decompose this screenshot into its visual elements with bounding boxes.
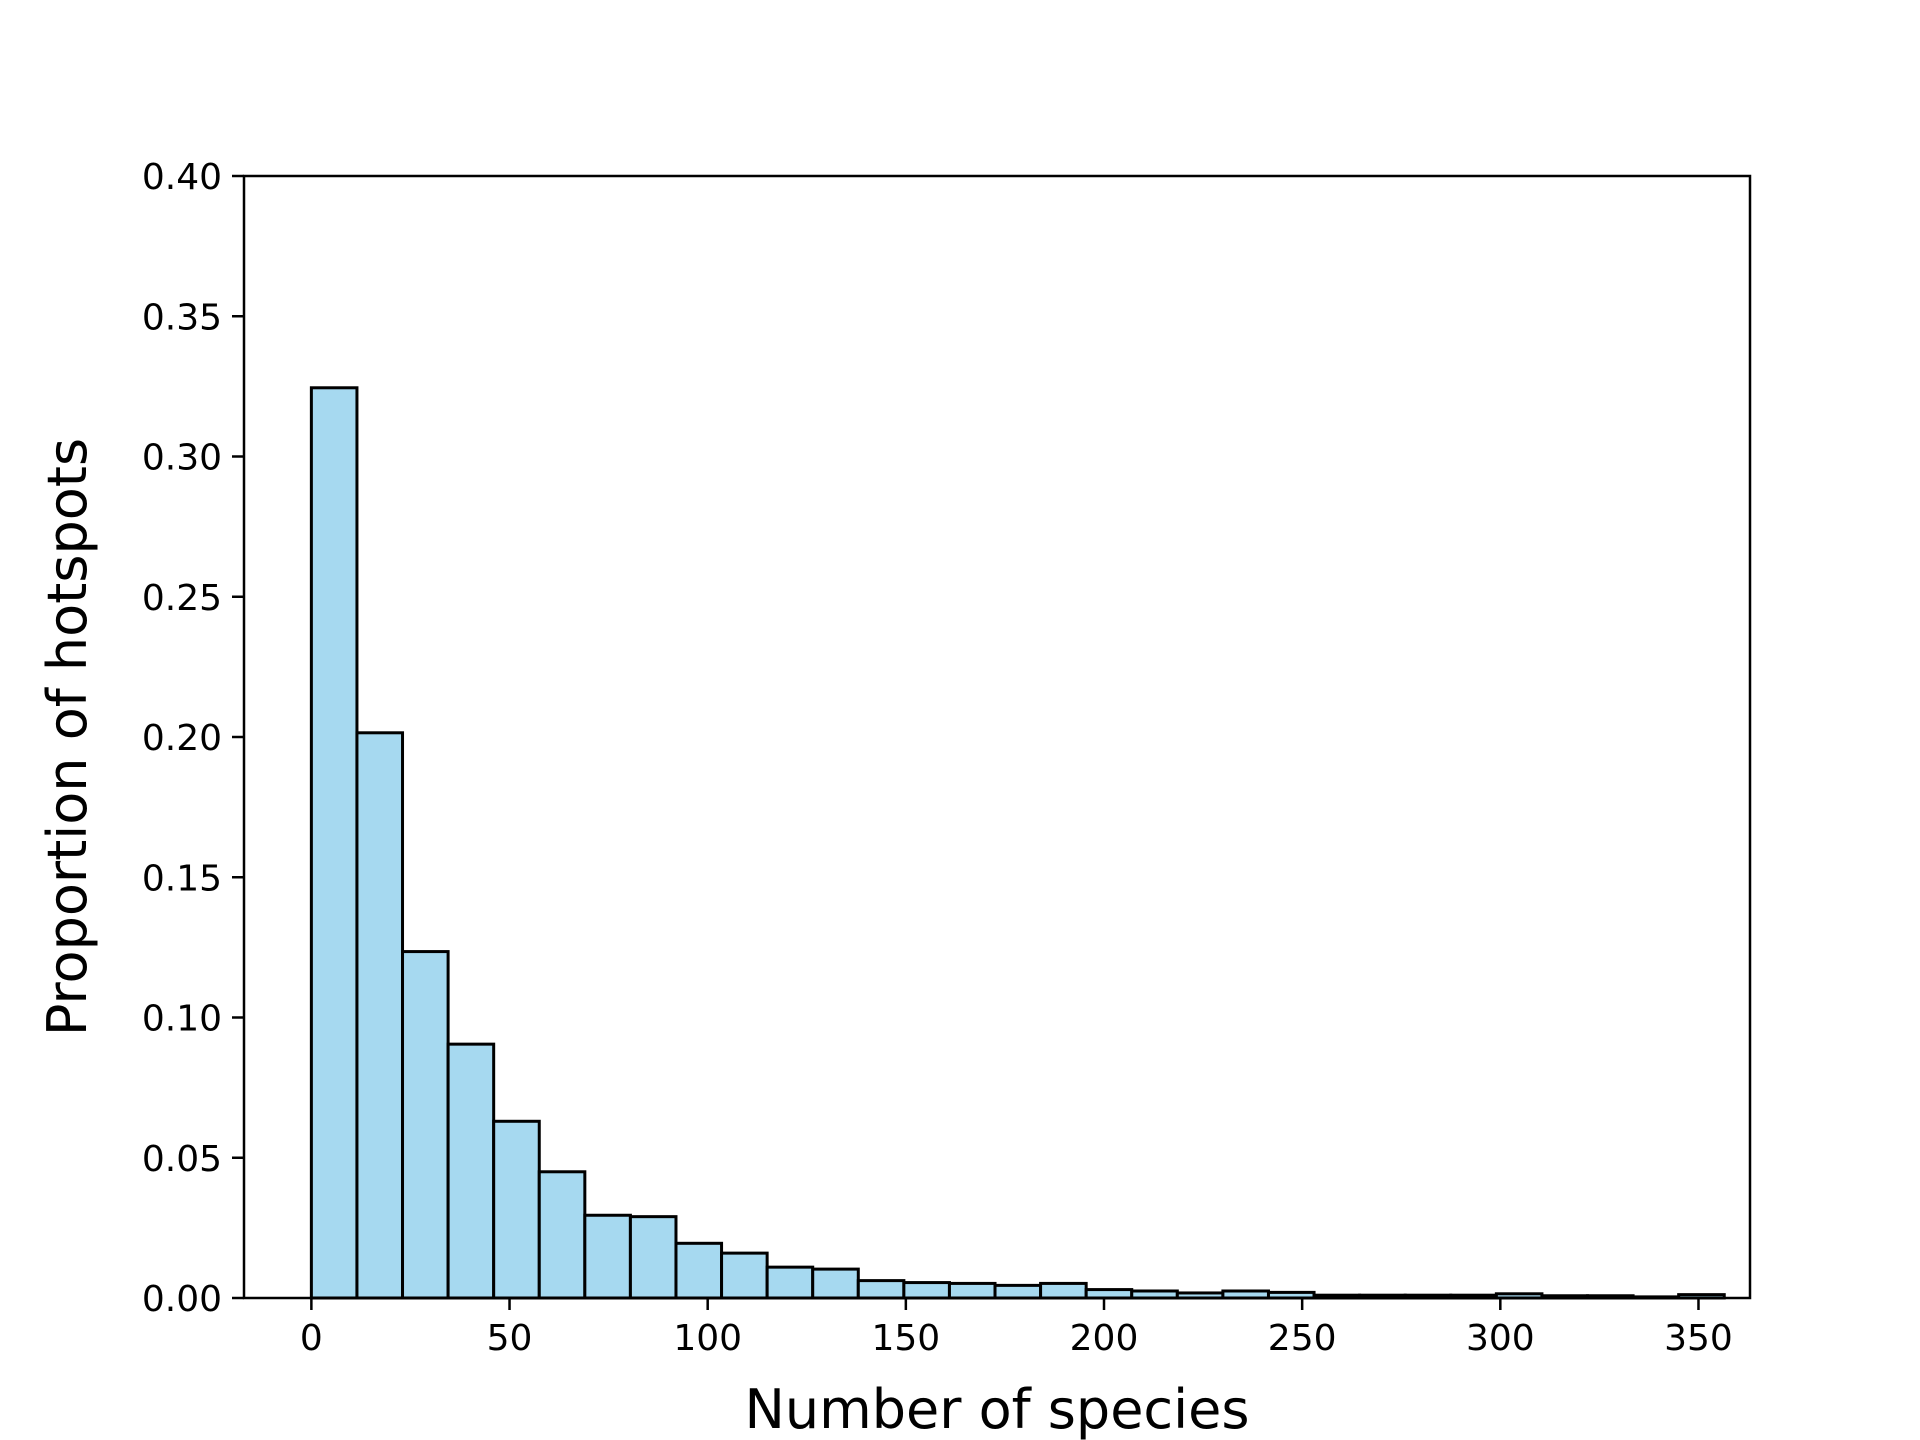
- histogram-bar: [765, 1265, 815, 1300]
- y-axis: 0.00 0.05 0.10 0.15 0.20 0.25 0.30 0.35 0.40: [142, 157, 244, 1320]
- x-tick-label: 350: [1664, 1318, 1733, 1359]
- histogram-bar: [811, 1267, 860, 1300]
- x-tick-label: 150: [871, 1318, 940, 1359]
- histogram-bar: [537, 1170, 587, 1300]
- x-axis: 0 50 100 150 200 250 300 350: [300, 1298, 1733, 1359]
- y-axis-title: Proportion of hotspots: [36, 438, 99, 1036]
- y-tick-label: 0.40: [142, 157, 222, 198]
- histogram-bar: [446, 1042, 496, 1300]
- y-tick-label: 0.35: [142, 297, 222, 338]
- x-tick-label: 0: [300, 1318, 323, 1359]
- histogram-bar: [1039, 1281, 1088, 1300]
- histogram-bar: [309, 386, 359, 1300]
- histogram-bar: [993, 1283, 1043, 1300]
- y-tick-label: 0.30: [142, 438, 222, 479]
- x-tick-label: 250: [1268, 1318, 1337, 1359]
- y-tick-label: 0.25: [142, 578, 222, 619]
- x-axis-title: Number of species: [745, 1378, 1250, 1440]
- x-tick-label: 100: [673, 1318, 742, 1359]
- histogram-bar: [856, 1279, 906, 1300]
- histogram-bar: [492, 1119, 541, 1300]
- bars-group: [309, 386, 1726, 1300]
- x-tick-label: 50: [487, 1318, 533, 1359]
- histogram-bar: [628, 1215, 678, 1300]
- y-tick-label: 0.20: [142, 718, 222, 759]
- histogram-bar: [355, 731, 405, 1300]
- y-tick-label: 0.05: [142, 1139, 222, 1180]
- y-tick-label: 0.15: [142, 858, 222, 899]
- x-tick-label: 200: [1070, 1318, 1139, 1359]
- histogram-bar: [947, 1281, 997, 1300]
- histogram-bar: [902, 1281, 951, 1300]
- histogram-bar: [583, 1213, 632, 1300]
- x-tick-label: 300: [1466, 1318, 1535, 1359]
- histogram-bar: [720, 1251, 769, 1300]
- y-tick-label: 0.00: [142, 1279, 222, 1320]
- y-tick-label: 0.10: [142, 999, 222, 1040]
- histogram-bar: [401, 950, 450, 1300]
- histogram-bar: [1084, 1288, 1134, 1300]
- histogram-bar: [674, 1241, 724, 1300]
